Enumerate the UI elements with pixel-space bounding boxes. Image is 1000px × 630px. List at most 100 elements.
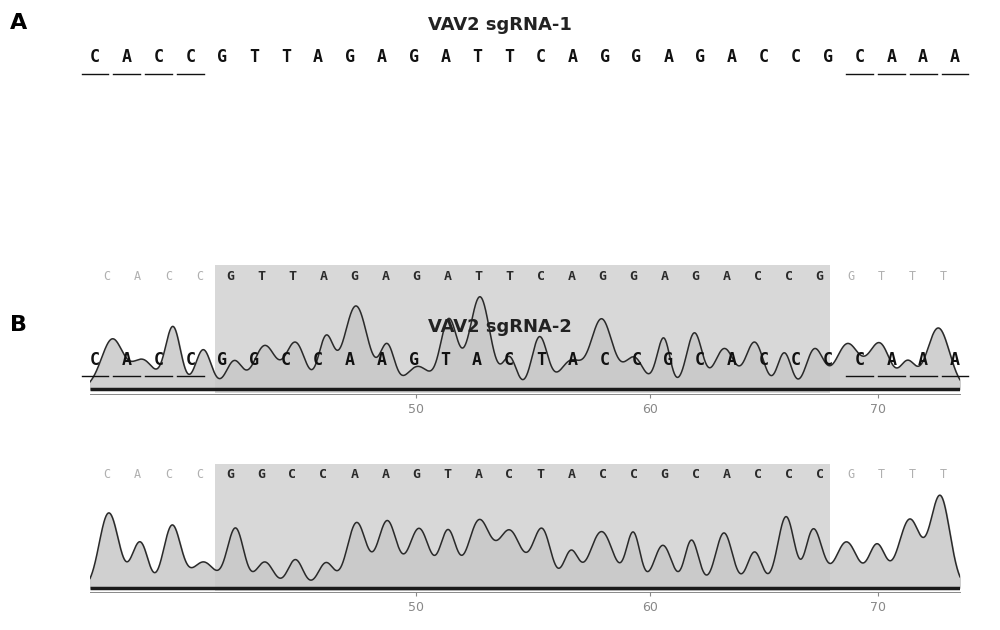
Text: A: A	[122, 48, 132, 66]
Text: T: T	[940, 468, 947, 481]
Text: A: A	[727, 48, 737, 66]
Text: T: T	[440, 350, 450, 369]
Text: C: C	[785, 468, 793, 481]
Text: G: G	[695, 48, 705, 66]
Text: A: A	[568, 350, 578, 369]
Text: C: C	[754, 270, 762, 283]
Bar	[215, 265, 830, 393]
Text: A: A	[122, 350, 132, 369]
Text: G: G	[600, 48, 610, 66]
Text: T: T	[909, 468, 916, 481]
Text: A: A	[377, 350, 387, 369]
Text: G: G	[630, 270, 638, 283]
Text: C: C	[536, 48, 546, 66]
Text: T: T	[940, 270, 947, 283]
Text: T: T	[878, 468, 885, 481]
Text: C: C	[196, 468, 203, 481]
Text: G: G	[350, 270, 358, 283]
Text: A: A	[313, 48, 323, 66]
Text: A: A	[134, 270, 141, 283]
Text: G: G	[257, 468, 265, 481]
Text: C: C	[759, 48, 769, 66]
Text: G: G	[847, 468, 854, 481]
Bar	[215, 464, 830, 592]
Text: C: C	[186, 48, 196, 66]
Text: A: A	[568, 270, 576, 283]
Text: A: A	[886, 48, 896, 66]
Text: T: T	[504, 48, 514, 66]
Text: G: G	[217, 48, 227, 66]
Text: G: G	[412, 270, 420, 283]
Text: G: G	[412, 468, 420, 481]
Text: A: A	[474, 468, 482, 481]
Text: T: T	[878, 270, 885, 283]
Text: C: C	[281, 350, 291, 369]
Text: G: G	[249, 350, 259, 369]
Text: T: T	[288, 270, 296, 283]
Text: A: A	[350, 468, 358, 481]
Text: A: A	[472, 350, 482, 369]
Text: A: A	[440, 48, 450, 66]
Text: A: A	[568, 468, 576, 481]
Text: C: C	[165, 270, 172, 283]
Text: C: C	[504, 350, 514, 369]
Text: T: T	[472, 48, 482, 66]
Text: T: T	[505, 270, 513, 283]
Text: G: G	[692, 270, 700, 283]
Text: C: C	[90, 350, 100, 369]
Text: G: G	[631, 48, 641, 66]
Text: C: C	[754, 468, 762, 481]
Text: T: T	[257, 270, 265, 283]
Text: B: B	[10, 315, 27, 335]
Text: C: C	[313, 350, 323, 369]
Text: A: A	[381, 270, 389, 283]
Text: A: A	[661, 270, 669, 283]
Text: A: A	[443, 270, 451, 283]
Text: VAV2 sgRNA-2: VAV2 sgRNA-2	[428, 318, 572, 336]
Text: A: A	[568, 48, 578, 66]
Text: T: T	[537, 468, 545, 481]
Text: G: G	[409, 48, 419, 66]
Text: G: G	[663, 350, 673, 369]
Text: A: A	[319, 270, 327, 283]
Text: C: C	[505, 468, 513, 481]
Text: C: C	[791, 48, 801, 66]
Text: T: T	[281, 48, 291, 66]
Text: C: C	[854, 350, 864, 369]
Text: C: C	[759, 350, 769, 369]
Text: A: A	[663, 48, 673, 66]
Text: C: C	[631, 350, 641, 369]
Text: A: A	[381, 468, 389, 481]
Text: C: C	[186, 350, 196, 369]
Text: A: A	[723, 468, 731, 481]
Text: G: G	[823, 48, 833, 66]
Text: G: G	[599, 270, 607, 283]
Text: T: T	[909, 270, 916, 283]
Text: A: A	[723, 270, 731, 283]
Text: A: A	[345, 350, 355, 369]
Text: A: A	[377, 48, 387, 66]
Text: G: G	[226, 270, 234, 283]
Text: C: C	[103, 270, 110, 283]
Text: G: G	[661, 468, 669, 481]
Text: G: G	[816, 270, 824, 283]
Text: A: A	[950, 350, 960, 369]
Text: A: A	[918, 350, 928, 369]
Text: C: C	[165, 468, 172, 481]
Text: G: G	[345, 48, 355, 66]
Text: A: A	[134, 468, 141, 481]
Text: C: C	[692, 468, 700, 481]
Text: VAV2 sgRNA-1: VAV2 sgRNA-1	[428, 16, 572, 34]
Text: T: T	[536, 350, 546, 369]
Text: C: C	[196, 270, 203, 283]
Text: T: T	[474, 270, 482, 283]
Text: C: C	[854, 48, 864, 66]
Text: A: A	[727, 350, 737, 369]
Text: C: C	[599, 468, 607, 481]
Text: G: G	[409, 350, 419, 369]
Text: C: C	[537, 270, 545, 283]
Text: C: C	[154, 48, 164, 66]
Text: T: T	[249, 48, 259, 66]
Text: G: G	[217, 350, 227, 369]
Text: C: C	[695, 350, 705, 369]
